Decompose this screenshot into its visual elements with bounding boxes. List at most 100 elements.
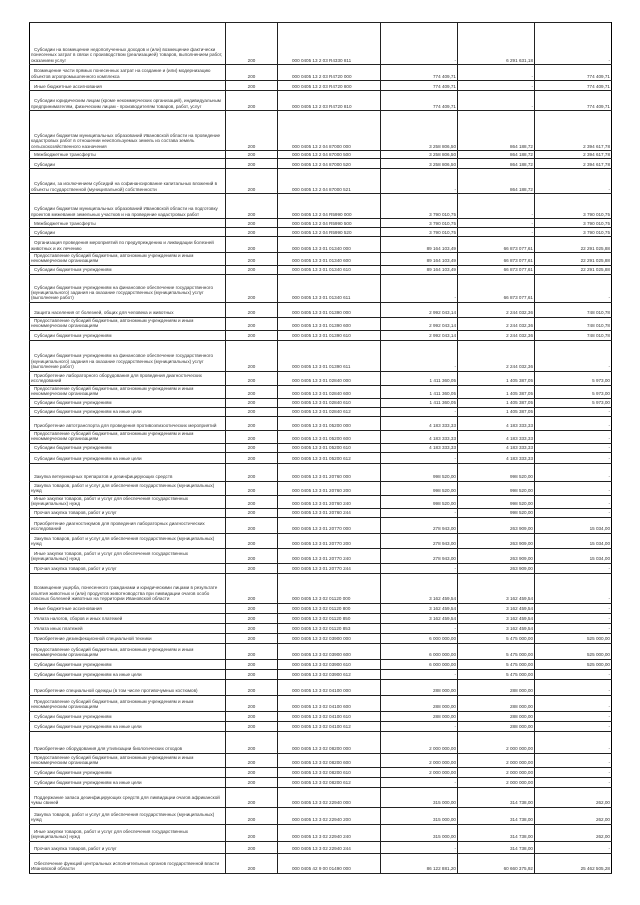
- row-approved-amount: 3 790 010,75: [380, 193, 458, 219]
- row-line-code: 200: [225, 720, 278, 732]
- row-budget-classification-code: 000 0405 13 2 03 R4720 000: [277, 64, 381, 81]
- table-row: Субсидии бюджетным учреждениям 200 000 040…: [29, 397, 612, 408]
- row-budget-classification-code: 000 0405 13 3 01 01340 610: [277, 264, 381, 275]
- row-line-code: 200: [225, 316, 278, 331]
- row-line-code: 200: [225, 150, 278, 159]
- row-description: Возмещение части прямых понесенных затра…: [29, 64, 226, 81]
- row-unexecuted-amount: 15 034,00: [534, 547, 612, 564]
- row-approved-amount: -: [380, 406, 458, 417]
- row-description: Субсидии: [29, 227, 226, 237]
- row-unexecuted-amount: -: [534, 462, 612, 482]
- row-description: Иные закупки товаров, работ и услуг для …: [29, 547, 226, 564]
- row-description: Предоставление субсидий бюджетным, автон…: [29, 642, 226, 660]
- row-description: Приобретение оборудования для утилизации…: [29, 730, 226, 754]
- row-budget-classification-code: 000 0405 13 3 01 01390 600: [277, 316, 381, 331]
- table-row: Субсидии бюджетам муниципальных образова…: [29, 193, 612, 219]
- row-budget-classification-code: 000 0405 13 3 01 02840 000: [277, 370, 381, 386]
- row-line-code: 200: [225, 562, 278, 574]
- row-budget-classification-code: 000 0405 13 3 01 20760 240: [277, 494, 381, 509]
- row-approved-amount: 2 000 000,00: [380, 730, 458, 754]
- row-description: Предоставление субсидий бюджетным, автон…: [29, 429, 226, 444]
- table-row: Прочая закупка товаров, работ и услуг 200…: [29, 840, 612, 854]
- row-line-code: 200: [225, 730, 278, 754]
- row-approved-amount: 3 162 459,54: [380, 612, 458, 624]
- row-unexecuted-amount: -: [534, 442, 612, 453]
- row-executed-amount: 6 291 631,18: [457, 22, 535, 65]
- row-unexecuted-amount: 525 000,00: [534, 658, 612, 670]
- row-description: Субсидии бюджетным учреждениям: [29, 442, 226, 453]
- row-description: Межбюджетные трансферты: [29, 150, 226, 159]
- row-line-code: 200: [225, 480, 278, 496]
- row-line-code: 200: [225, 776, 278, 788]
- row-budget-classification-code: 000 0405 13 2 03 R4720 800: [277, 80, 381, 91]
- row-line-code: 200: [225, 602, 278, 614]
- row-budget-classification-code: 000 0405 13 2 04 R5990 000: [277, 193, 381, 219]
- table-row: Субсидии юридическим лицам (кроме некомм…: [29, 90, 612, 111]
- row-line-code: 200: [225, 236, 278, 253]
- row-approved-amount: 89 164 103,49: [380, 236, 458, 253]
- row-approved-amount: 1 411 360,05: [380, 397, 458, 408]
- table-row: Субсидии 200 000 0405 13 2 04 R5990 520 3 7…: [29, 227, 612, 237]
- row-line-code: 200: [225, 193, 278, 219]
- row-unexecuted-amount: -: [534, 766, 612, 778]
- table-row: Защита населения от болезней, общих для …: [29, 301, 612, 318]
- row-description: Защита населения от болезней, общих для …: [29, 301, 226, 318]
- row-budget-classification-code: 000 0405 13 3 01 20770 000: [277, 516, 381, 534]
- row-description: Субсидии бюджетным учреждениям: [29, 658, 226, 670]
- table-row: Закупка ветеринарных препаратов и дезинф…: [29, 462, 612, 482]
- table-row: Субсидии бюджетным учреждениям 200 000 040…: [29, 442, 612, 453]
- row-budget-classification-code: 000 0405 13 3 02 01120 850: [277, 612, 381, 624]
- row-approved-amount: 315 000,00: [380, 806, 458, 825]
- table-row: Иные бюджетные ассигнования 200 000 0405 1…: [29, 80, 612, 91]
- row-unexecuted-amount: -: [534, 602, 612, 614]
- row-executed-amount: 3 162 459,54: [457, 612, 535, 624]
- row-executed-amount: 2 000 000,00: [457, 752, 535, 768]
- table-row: Возмещение ущерба, понесенного гражданам…: [29, 572, 612, 604]
- row-budget-classification-code: 000 0405 13 3 01 01340 000: [277, 236, 381, 253]
- row-executed-amount: -: [457, 64, 535, 81]
- row-approved-amount: 89 164 103,49: [380, 264, 458, 275]
- row-unexecuted-amount: 3 790 010,75: [534, 193, 612, 219]
- row-line-code: 200: [225, 158, 278, 169]
- table-row: Межбюджетные трансферты 200 000 0405 13 2 …: [29, 218, 612, 228]
- row-approved-amount: -: [380, 339, 458, 372]
- row-line-code: 200: [225, 678, 278, 696]
- row-line-code: 200: [225, 168, 278, 194]
- row-description: Субсидии бюджетам муниципальных образова…: [29, 193, 226, 219]
- row-description: Субсидии бюджетным учреждениям: [29, 710, 226, 722]
- row-executed-amount: 263 909,00: [457, 516, 535, 534]
- table-row: Субсидии бюджетным учреждениям на иные ц…: [29, 776, 612, 788]
- row-budget-classification-code: 000 0405 13 3 02 08200 000: [277, 730, 381, 754]
- row-executed-amount: 1 405 387,05: [457, 397, 535, 408]
- row-budget-classification-code: 000 0405 13 3 02 03900 610: [277, 658, 381, 670]
- row-line-code: 200: [225, 632, 278, 644]
- table-row: Возмещение части прямых понесенных затра…: [29, 64, 612, 81]
- row-line-code: 200: [225, 710, 278, 722]
- row-unexecuted-amount: 748 010,78: [534, 316, 612, 331]
- row-unexecuted-amount: -: [534, 406, 612, 417]
- row-budget-classification-code: 000 0405 13 3 02 01120 000: [277, 572, 381, 604]
- row-approved-amount: 998 520,00: [380, 494, 458, 509]
- row-unexecuted-amount: 3 790 010,75: [534, 218, 612, 228]
- row-approved-amount: -: [380, 451, 458, 464]
- row-budget-classification-code: 000 0405 13 3 01 20770 240: [277, 547, 381, 564]
- row-line-code: 200: [225, 806, 278, 825]
- row-executed-amount: 314 738,00: [457, 823, 535, 842]
- row-executed-amount: 998 520,00: [457, 494, 535, 509]
- row-description: Приобретение специальной одежды (в том ч…: [29, 678, 226, 696]
- row-description: Субсидии бюджетным учреждениям на финанс…: [29, 273, 226, 303]
- row-approved-amount: 3 162 459,54: [380, 602, 458, 614]
- table-row: Субсидии бюджетным учреждениям на иные ц…: [29, 720, 612, 732]
- table-row: Приобретение автотранспорта для проведен…: [29, 415, 612, 431]
- row-executed-amount: 3 162 459,54: [457, 602, 535, 614]
- row-executed-amount: 5 475 000,00: [457, 642, 535, 660]
- row-line-code: 200: [225, 823, 278, 842]
- row-line-code: 200: [225, 80, 278, 91]
- row-line-code: 200: [225, 668, 278, 680]
- row-budget-classification-code: 000 0405 13 3 02 04100 610: [277, 710, 381, 722]
- row-budget-classification-code: 000 0405 13 3 01 02840 600: [277, 384, 381, 399]
- row-budget-classification-code: 000 0405 13 2 04 87000 500: [277, 150, 381, 159]
- row-line-code: 200: [225, 22, 278, 65]
- row-line-code: 200: [225, 658, 278, 670]
- row-line-code: 200: [225, 110, 278, 151]
